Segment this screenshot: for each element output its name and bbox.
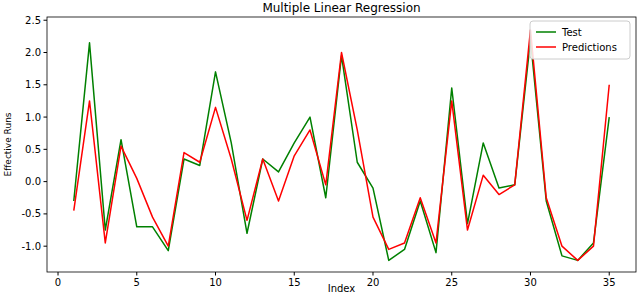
x-tick-label: 30 — [524, 277, 537, 288]
x-tick-label: 35 — [603, 277, 616, 288]
x-tick-label: 15 — [288, 277, 301, 288]
y-tick — [44, 246, 48, 247]
legend-label: Test — [561, 27, 582, 38]
legend-swatch — [536, 46, 556, 48]
x-tick-label: 20 — [367, 277, 380, 288]
x-tick — [451, 272, 452, 276]
y-tick — [44, 181, 48, 182]
y-tick — [44, 117, 48, 118]
title: Multiple Linear Regression — [262, 1, 420, 15]
y-label: Effective Runs — [3, 112, 13, 176]
x-tick — [294, 272, 295, 276]
legend-box — [530, 21, 630, 59]
x-tick — [58, 272, 59, 276]
y-tick-label: 2.0 — [25, 47, 41, 58]
y-tick-label: 2.5 — [25, 15, 41, 26]
series-line — [74, 40, 609, 261]
x-label: Index — [328, 283, 356, 294]
y-tick-label: -1.0 — [21, 241, 41, 252]
chart: 0 5 10 15 20 25 30 35 -1.0 -0.5 0.0 0.5 1.0 1.5 2.0 2.5… — [0, 0, 640, 296]
y-tick — [44, 149, 48, 150]
y-tick-label: 0.0 — [25, 176, 41, 187]
x-tick-label: 0 — [55, 277, 61, 288]
x-tick — [136, 272, 137, 276]
series-line — [74, 30, 609, 260]
x-tick — [215, 272, 216, 276]
y-tick-label: 0.5 — [25, 144, 41, 155]
y-tick-label: 1.5 — [25, 79, 41, 90]
x-tick — [530, 272, 531, 276]
legend: Test Predictions — [530, 21, 630, 59]
y-tick — [44, 213, 48, 214]
x-tick — [372, 272, 373, 276]
y-tick — [44, 20, 48, 21]
x-tick — [609, 272, 610, 276]
x-tick-label: 25 — [445, 277, 458, 288]
y-tick-label: -0.5 — [21, 208, 41, 219]
plot-lines — [74, 30, 609, 260]
legend-label: Predictions — [562, 42, 617, 53]
x-tick-label: 5 — [134, 277, 140, 288]
y-tick-label: 1.0 — [25, 112, 41, 123]
y-tick — [44, 52, 48, 53]
legend-swatch — [536, 31, 556, 33]
plot-frame — [47, 17, 636, 272]
y-tick — [44, 84, 48, 85]
x-tick-label: 10 — [209, 277, 222, 288]
